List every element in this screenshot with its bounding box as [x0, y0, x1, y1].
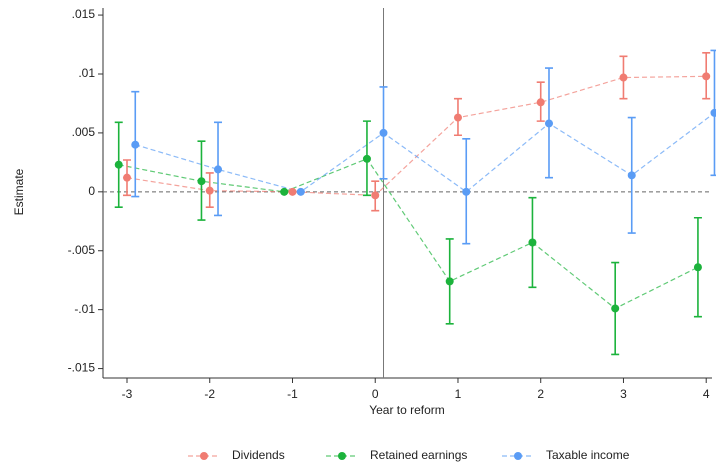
- point: [371, 191, 380, 200]
- legend-marker: [338, 452, 346, 460]
- legend-marker: [200, 452, 208, 460]
- x-tick-label: 3: [620, 387, 627, 401]
- point: [619, 73, 628, 82]
- y-tick-label: 0: [88, 184, 95, 198]
- point: [280, 187, 289, 196]
- x-tick-label: 1: [455, 387, 462, 401]
- y-tick-label: -.015: [68, 361, 96, 375]
- point: [611, 304, 620, 313]
- x-tick-label: -2: [204, 387, 215, 401]
- point: [379, 128, 388, 137]
- point: [462, 187, 471, 196]
- x-tick-label: 0: [372, 387, 379, 401]
- point: [544, 119, 553, 128]
- point: [693, 263, 702, 272]
- x-tick-label: -1: [287, 387, 298, 401]
- point: [453, 113, 462, 122]
- series-line: [118, 158, 699, 310]
- x-tick-label: 2: [537, 387, 544, 401]
- legend-label: Taxable income: [546, 448, 630, 462]
- x-axis-label: Year to reform: [369, 403, 445, 417]
- point: [702, 72, 711, 81]
- point: [710, 108, 716, 117]
- point: [122, 173, 131, 182]
- point: [288, 187, 297, 196]
- x-tick-label: 4: [703, 387, 710, 401]
- legend-label: Dividends: [232, 448, 285, 462]
- point: [214, 165, 223, 174]
- series-line: [126, 75, 707, 196]
- point: [296, 187, 305, 196]
- point: [197, 177, 206, 186]
- series-line: [135, 112, 715, 193]
- legend-marker: [514, 452, 522, 460]
- y-tick-label: -.005: [68, 243, 96, 257]
- point: [528, 238, 537, 247]
- point: [627, 171, 636, 180]
- y-tick-label: .005: [72, 125, 96, 139]
- y-tick-label: .01: [78, 66, 95, 80]
- point: [131, 140, 140, 149]
- point: [114, 160, 123, 169]
- y-tick-label: .015: [72, 7, 96, 21]
- y-axis-label: Estimate: [12, 168, 26, 215]
- point: [536, 98, 545, 107]
- point: [205, 186, 214, 195]
- legend-label: Retained earnings: [370, 448, 467, 462]
- y-tick-label: -.01: [74, 302, 95, 316]
- point: [362, 154, 371, 163]
- point: [445, 277, 454, 286]
- x-tick-label: -3: [122, 387, 133, 401]
